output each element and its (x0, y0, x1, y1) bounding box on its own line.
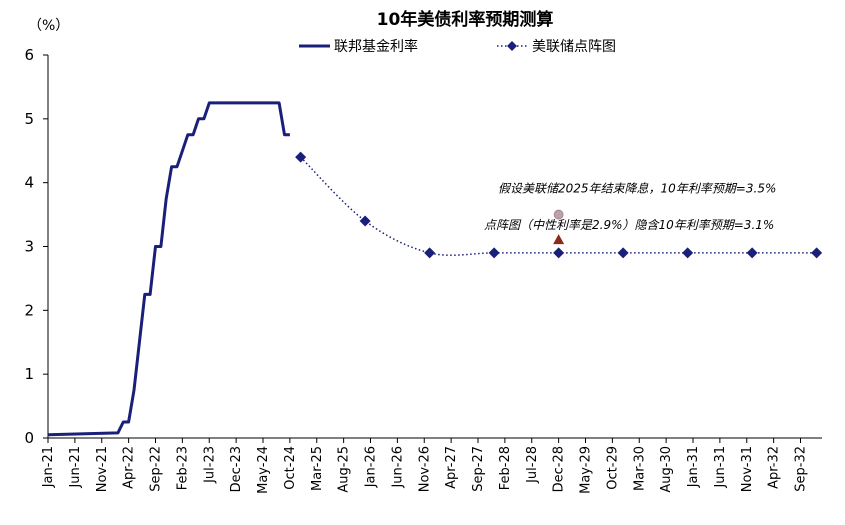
dot-plot-implied-label: 点阵图（中性利率是2.9%）隐含10年利率预期=3.1% (484, 218, 774, 232)
x-axis: Jan-21 Jun-21 Nov-21 Apr-22 Sep-22 Feb-23 Jul-… (41, 437, 822, 494)
y-tick-label: 1 (24, 365, 34, 383)
x-tick-label: Mar-25 (310, 446, 325, 491)
x-tick-label: Jan-26 (364, 446, 379, 488)
legend-label-dot-plot: 美联储点阵图 (532, 39, 616, 55)
x-tick-label: Oct-24 (283, 446, 298, 490)
y-axis-unit: （%） (28, 18, 69, 34)
x-tick-label: Jan-31 (686, 446, 701, 488)
x-tick-label: Dec-28 (552, 446, 567, 492)
dot-plot-implied-marker (553, 234, 565, 245)
annotations: 假设美联储2025年结束降息，10年利率预期=3.5% 点阵图（中性利率是2.9%… (484, 182, 776, 245)
x-tick-label: Nov-31 (740, 446, 755, 492)
dot-plot-point (553, 247, 565, 259)
x-tick-label: Jul-28 (525, 446, 540, 484)
fed-funds-rate-line (47, 101, 290, 437)
x-tick-label: Jun-31 (713, 446, 728, 489)
x-tick-label: Apr-27 (444, 446, 459, 489)
x-tick-label: Nov-26 (417, 446, 432, 492)
dot-plot-point (295, 151, 307, 163)
x-tick-label: Aug-30 (659, 446, 674, 493)
x-tick-label: Nov-21 (95, 446, 110, 492)
dot-plot-point (746, 247, 758, 259)
dot-plot-point (359, 215, 371, 227)
y-tick-label: 3 (24, 238, 34, 256)
x-tick-label: Sep-27 (471, 446, 486, 492)
x-tick-label: Jun-21 (68, 446, 83, 489)
x-tick-label: Sep-22 (149, 446, 164, 492)
dot-plot-point (424, 247, 436, 259)
y-tick-label: 5 (24, 110, 34, 128)
chart-title: 10年美债利率预期测算 (377, 9, 554, 30)
legend-marker-dot-plot (507, 41, 517, 51)
dot-plot-point (488, 247, 500, 259)
x-tick-label: Jul-23 (202, 446, 217, 484)
x-tick-label: Feb-28 (498, 446, 513, 490)
x-tick-label: Dec-23 (229, 446, 244, 492)
y-axis: 0 1 2 3 4 5 6 (24, 46, 49, 447)
y-tick-label: 4 (24, 174, 34, 192)
dot-plot-point (617, 247, 629, 259)
rate-assumption-marker (553, 209, 564, 220)
x-tick-label: Jan-21 (41, 446, 56, 488)
dot-plot-point (811, 247, 823, 259)
x-tick-label: Jun-26 (390, 446, 405, 489)
dot-plot-point (682, 247, 694, 259)
y-tick-label: 6 (24, 46, 34, 64)
x-tick-label: Apr-32 (767, 446, 782, 489)
x-tick-label: Oct-29 (605, 446, 620, 490)
x-tick-label: Aug-25 (337, 446, 352, 493)
y-tick-label: 0 (24, 429, 34, 447)
x-tick-label: Apr-22 (122, 446, 137, 489)
legend-label-fed-funds: 联邦基金利率 (334, 38, 418, 55)
rate-assumption-label: 假设美联储2025年结束降息，10年利率预期=3.5% (498, 182, 776, 196)
x-tick-label: Feb-23 (175, 446, 190, 490)
y-tick-label: 2 (24, 301, 34, 319)
x-tick-label: May-24 (256, 446, 271, 494)
x-tick-label: May-29 (579, 446, 594, 494)
legend: 联邦基金利率 美联储点阵图 (299, 38, 616, 55)
plot-area (47, 101, 823, 437)
x-tick-label: Mar-30 (632, 446, 647, 491)
x-tick-label: Sep-32 (794, 446, 809, 492)
